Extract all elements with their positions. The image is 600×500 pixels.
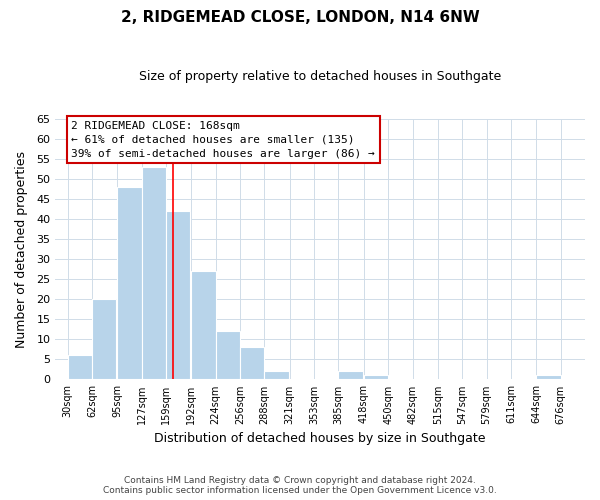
Text: 2, RIDGEMEAD CLOSE, LONDON, N14 6NW: 2, RIDGEMEAD CLOSE, LONDON, N14 6NW [121,10,479,25]
Title: Size of property relative to detached houses in Southgate: Size of property relative to detached ho… [139,70,501,83]
Bar [265,372,289,380]
Bar [536,376,560,380]
Bar [364,376,388,380]
Y-axis label: Number of detached properties: Number of detached properties [15,150,28,348]
Text: Contains HM Land Registry data © Crown copyright and database right 2024.
Contai: Contains HM Land Registry data © Crown c… [103,476,497,495]
Bar [142,167,166,380]
X-axis label: Distribution of detached houses by size in Southgate: Distribution of detached houses by size … [154,432,486,445]
Bar [240,348,265,380]
Text: 2 RIDGEMEAD CLOSE: 168sqm
← 61% of detached houses are smaller (135)
39% of semi: 2 RIDGEMEAD CLOSE: 168sqm ← 61% of detac… [71,121,375,159]
Bar [166,211,190,380]
Bar [215,332,240,380]
Bar [92,300,116,380]
Bar [117,187,142,380]
Bar [68,356,92,380]
Bar [191,271,215,380]
Bar [338,372,363,380]
